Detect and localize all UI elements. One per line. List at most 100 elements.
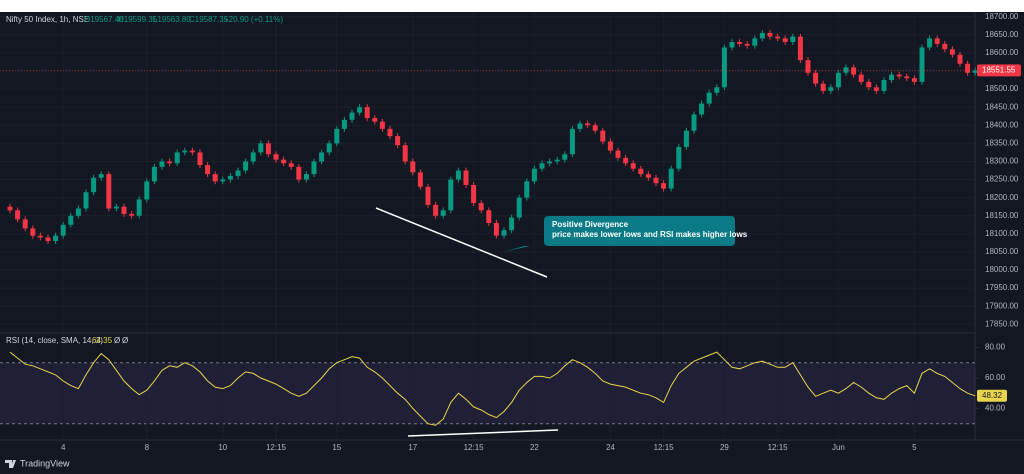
candle-body — [539, 163, 545, 169]
candle-body — [440, 210, 446, 216]
candle-body — [372, 118, 378, 122]
candle-body — [387, 128, 393, 137]
candle-body — [714, 87, 720, 93]
candle-body — [585, 123, 591, 126]
candle-body — [417, 172, 423, 187]
candle-body — [509, 217, 515, 231]
y-tick-label: 17950.00 — [985, 283, 1019, 292]
x-tick-label: 12:15 — [464, 443, 485, 452]
candle-body — [600, 130, 606, 142]
candle-body — [866, 81, 872, 88]
candle-body — [349, 112, 355, 120]
y-tick-label: 17850.00 — [985, 319, 1019, 328]
annotation-box — [503, 216, 735, 252]
y-tick-label: 18700.00 — [985, 12, 1019, 21]
candle-body — [919, 47, 925, 82]
candle-body — [174, 152, 180, 164]
candle-body — [858, 74, 864, 82]
candle-body — [326, 143, 332, 153]
x-tick-label: Jun — [832, 443, 845, 452]
close: C19587.35 — [189, 15, 229, 24]
plot — [7, 30, 978, 426]
candle-body — [775, 36, 781, 39]
candle-body — [258, 143, 264, 153]
candle-body — [425, 186, 431, 205]
candle-body — [45, 237, 51, 242]
rsi-line — [9, 351, 976, 426]
candle-body — [645, 174, 651, 178]
logo — [5, 460, 16, 468]
candle-body — [638, 168, 644, 175]
candle-body — [243, 161, 249, 171]
candle-body — [873, 87, 879, 91]
candle-body — [220, 179, 226, 182]
candle-body — [615, 150, 621, 158]
brand: TradingView — [20, 458, 70, 468]
candle-body — [136, 199, 142, 216]
candle-body — [820, 83, 826, 91]
candle-body — [433, 204, 439, 216]
candle-body — [98, 174, 104, 178]
candle-body — [235, 170, 241, 176]
rsi-extra: Ø — [114, 336, 120, 345]
candle-body — [395, 136, 401, 146]
rsi-extra: Ø — [122, 336, 128, 345]
y-tick-label: 18100.00 — [985, 229, 1019, 238]
candle-body — [402, 145, 408, 162]
rsi-title: RSI (14, close, SMA, 14, 2) — [6, 336, 103, 345]
candle-body — [927, 38, 933, 48]
trend-line — [407, 429, 559, 437]
y-tick-label: 18650.00 — [985, 30, 1019, 39]
candle-body — [227, 175, 233, 180]
rsi-tag-label: 48.32 — [982, 391, 1003, 400]
candle-body — [813, 72, 819, 84]
candle-body — [83, 192, 89, 209]
candle-body — [630, 163, 636, 169]
candle-body — [379, 121, 385, 129]
candle-body — [782, 38, 788, 43]
candle-body — [881, 80, 887, 91]
y-tick-label: 18200.00 — [985, 193, 1019, 202]
candle-body — [706, 92, 712, 104]
candle-body — [531, 168, 537, 182]
x-tick-label: 12:15 — [266, 443, 287, 452]
candle-body — [319, 152, 325, 162]
x-tick-label: 12:15 — [654, 443, 675, 452]
candle-body — [486, 210, 492, 223]
x-tick-label: 8 — [145, 443, 150, 452]
candle-body — [182, 150, 188, 153]
candle-body — [303, 174, 309, 180]
candle-body — [790, 36, 796, 43]
candle-body — [835, 72, 841, 88]
candle-body — [197, 152, 203, 166]
annotation-title: Positive Divergence — [552, 220, 629, 229]
candle-body — [501, 230, 507, 236]
candle-body — [205, 165, 211, 175]
y-tick-label: 17900.00 — [985, 301, 1019, 310]
candle-body — [942, 43, 948, 50]
candle-body — [167, 161, 173, 164]
candle-body — [896, 74, 902, 77]
price-tag-label: 18551.55 — [982, 66, 1016, 75]
y-tick-label: 18050.00 — [985, 247, 1019, 256]
candle-body — [699, 103, 705, 115]
candle-body — [904, 76, 910, 79]
y-tick-label: 18150.00 — [985, 211, 1019, 220]
candle-body — [721, 47, 727, 88]
trend-line — [375, 207, 548, 278]
rsi-value: 64.35 — [92, 336, 113, 345]
y-tick-label: 40.00 — [985, 404, 1006, 413]
candle-body — [668, 168, 674, 189]
y-tick-label: 18250.00 — [985, 175, 1019, 184]
symbol: Nifty 50 Index, 1h, NSE — [6, 15, 89, 24]
y-tick-label: 80.00 — [985, 343, 1006, 352]
candle-body — [949, 49, 955, 55]
candle-body — [30, 228, 36, 236]
candle-body — [607, 141, 613, 151]
candle-body — [113, 206, 119, 209]
candle-body — [189, 150, 195, 153]
candle-body — [151, 166, 157, 182]
candle-body — [729, 42, 735, 48]
low: L19563.80 — [153, 15, 191, 24]
